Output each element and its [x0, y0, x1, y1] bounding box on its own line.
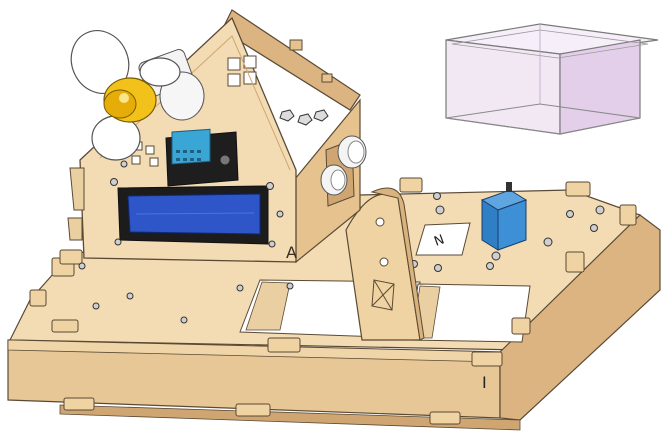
lcd-display	[117, 185, 269, 245]
base-screws	[78, 192, 605, 324]
servo-arm-panel	[345, 187, 425, 341]
ultrasonic-sensor	[320, 135, 367, 207]
fan	[70, 30, 205, 161]
base-tabs	[29, 177, 637, 425]
label-n: N	[432, 232, 446, 249]
temperature-humidity-sensor	[165, 128, 239, 187]
roof-nuts	[279, 109, 329, 126]
label-i: I	[482, 373, 487, 392]
house-window	[227, 55, 257, 87]
servo-motor	[480, 182, 528, 261]
transparent-container	[445, 23, 659, 135]
label-a: A	[286, 243, 297, 262]
